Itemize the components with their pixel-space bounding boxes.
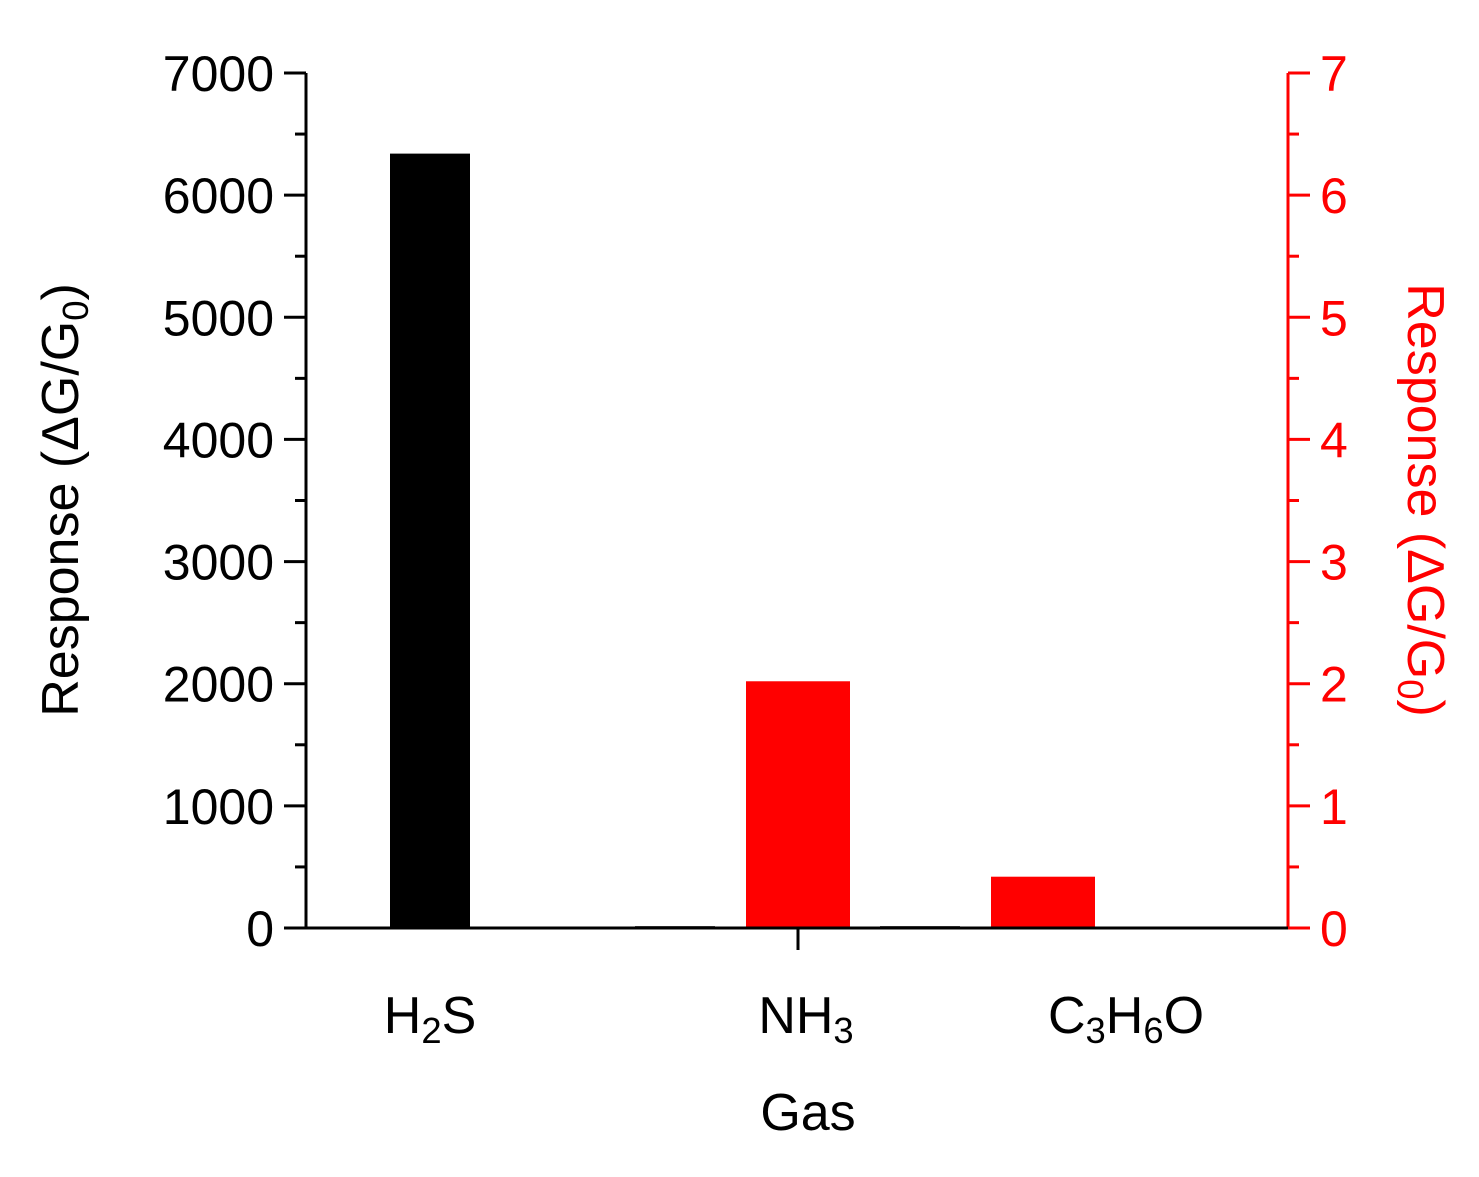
bar-C3H6O-right — [991, 876, 1095, 928]
right-tick-label: 3 — [1320, 535, 1348, 591]
right-axis-ticks: 0 1 2 3 4 5 6 7 — [1288, 46, 1348, 957]
category-label-H2S: H2S — [384, 987, 477, 1051]
right-tick-label: 1 — [1320, 779, 1348, 835]
category-labels: H2S NH3 C3H6O — [384, 987, 1204, 1051]
left-tick-label: 2000 — [163, 657, 274, 713]
right-tick-label: 2 — [1320, 657, 1348, 713]
bar-NH3-right — [746, 681, 850, 928]
right-tick-label: 6 — [1320, 168, 1348, 224]
left-y-axis-title: Response (ΔG/G0) — [32, 283, 96, 717]
left-tick-label: 6000 — [163, 168, 274, 224]
bar-H2S-left — [390, 153, 470, 929]
left-tick-label: 1000 — [163, 779, 274, 835]
right-tick-label: 4 — [1320, 412, 1348, 468]
right-tick-label: 7 — [1320, 46, 1348, 102]
x-axis-title: Gas — [760, 1084, 855, 1142]
left-axis-ticks: 0 1000 2000 3000 4000 5000 6000 7000 — [163, 46, 306, 957]
right-y-axis-title: Response (ΔG/G0) — [1390, 283, 1454, 717]
left-tick-label: 4000 — [163, 412, 274, 468]
bars — [390, 153, 1095, 929]
right-tick-label: 0 — [1320, 901, 1348, 957]
category-label-C3H6O: C3H6O — [1048, 987, 1204, 1051]
left-tick-label: 7000 — [163, 46, 274, 102]
left-tick-label: 0 — [246, 901, 274, 957]
left-tick-label: 3000 — [163, 535, 274, 591]
left-tick-label: 5000 — [163, 290, 274, 346]
right-tick-label: 5 — [1320, 290, 1348, 346]
category-label-NH3: NH3 — [758, 987, 853, 1051]
